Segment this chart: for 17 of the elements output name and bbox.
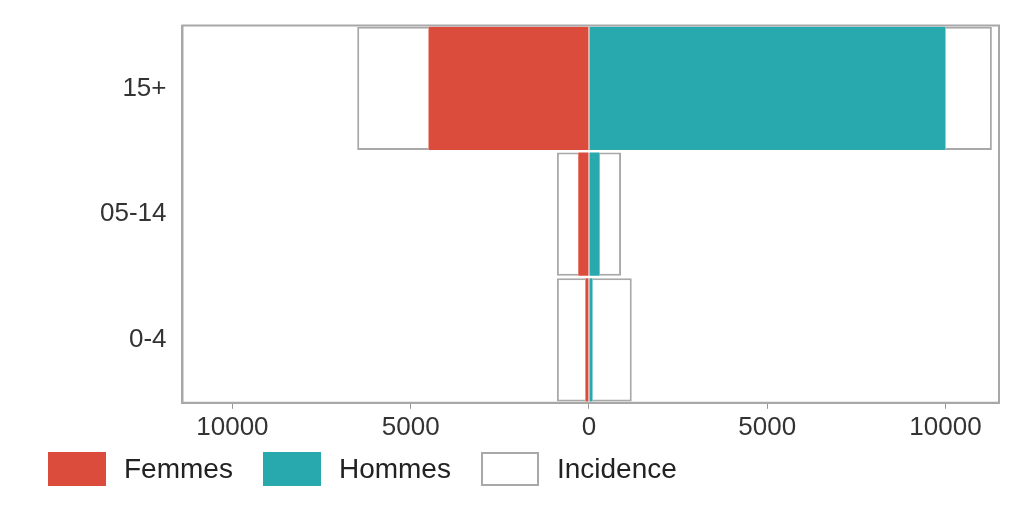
y-tick-label: 0-4 xyxy=(128,323,167,354)
x-tick-label: 10000 xyxy=(909,410,982,441)
x-tick-label: 10000 xyxy=(196,410,269,441)
bar xyxy=(578,152,589,276)
bar xyxy=(428,26,589,151)
bar xyxy=(585,278,589,402)
bar xyxy=(589,26,946,151)
x-tick-label: 5000 xyxy=(381,410,440,441)
y-tick-label: 05-14 xyxy=(100,197,167,228)
x-tick-label: 0 xyxy=(581,410,597,441)
x-tick-label: 5000 xyxy=(738,410,797,441)
legend-label: Femmes xyxy=(124,453,233,485)
bar xyxy=(589,278,593,402)
bar xyxy=(589,152,600,276)
legend-label: Hommes xyxy=(338,453,451,485)
y-tick-label: 15+ xyxy=(122,71,167,102)
series-label: Incidence xyxy=(556,453,677,485)
